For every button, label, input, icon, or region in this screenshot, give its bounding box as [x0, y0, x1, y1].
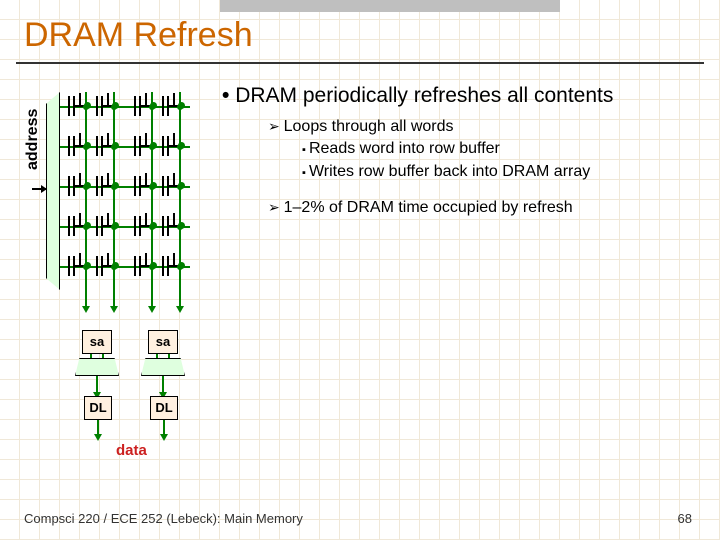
down-arrow-icon	[160, 434, 168, 441]
dram-cell	[96, 132, 120, 156]
down-arrow-icon	[110, 306, 118, 313]
address-arrow-icon	[32, 188, 46, 190]
data-latch: DL	[150, 396, 178, 420]
down-arrow-icon	[148, 306, 156, 313]
node-dot	[83, 144, 89, 150]
dram-cell	[162, 212, 186, 236]
sub-item-1-text: Loops through all words	[284, 118, 454, 135]
subsub-1b-text: Writes row buffer back into DRAM array	[309, 163, 590, 180]
node-dot	[177, 104, 183, 110]
node-dot	[111, 144, 117, 150]
slide-title: DRAM Refresh	[24, 16, 253, 55]
main-bullet-text: DRAM periodically refreshes all contents	[235, 84, 613, 107]
node-dot	[111, 184, 117, 190]
sub-item-2: 1–2% of DRAM time occupied by refresh	[268, 197, 590, 219]
down-arrow-icon	[82, 306, 90, 313]
dram-cell	[68, 172, 92, 196]
node-dot	[149, 104, 155, 110]
node-dot	[111, 104, 117, 110]
subsub-item-1b: Writes row buffer back into DRAM array	[302, 161, 590, 183]
dram-cell	[134, 132, 158, 156]
dram-cell	[134, 212, 158, 236]
sense-amp: sa	[82, 330, 112, 354]
address-label: address	[24, 109, 42, 170]
node-dot	[83, 224, 89, 230]
subsub-item-1a: Reads word into row buffer	[302, 138, 590, 160]
data-latch: DL	[84, 396, 112, 420]
node-dot	[111, 264, 117, 270]
dram-cell	[96, 172, 120, 196]
dram-cell	[134, 92, 158, 116]
node-dot	[83, 104, 89, 110]
column-mux	[141, 358, 185, 376]
spacer	[268, 183, 590, 197]
node-dot	[177, 184, 183, 190]
dram-cell	[96, 252, 120, 276]
main-bullet: DRAM periodically refreshes all contents	[222, 84, 613, 108]
dram-cell	[162, 92, 186, 116]
dram-cell	[162, 132, 186, 156]
sub-item-1: Loops through all words	[268, 116, 590, 138]
dram-diagram: address	[30, 98, 210, 468]
sub-bullet-list: Loops through all words Reads word into …	[268, 116, 590, 220]
node-dot	[177, 264, 183, 270]
data-label: data	[116, 442, 147, 459]
node-dot	[177, 224, 183, 230]
node-dot	[83, 184, 89, 190]
subsub-1a-text: Reads word into row buffer	[309, 140, 500, 157]
dram-cell	[68, 92, 92, 116]
dram-cell	[96, 212, 120, 236]
dram-cell	[68, 132, 92, 156]
row-decoder	[46, 92, 60, 290]
dram-cell	[68, 252, 92, 276]
sub-item-2-text: 1–2% of DRAM time occupied by refresh	[284, 199, 573, 216]
node-dot	[149, 184, 155, 190]
dram-cell	[134, 252, 158, 276]
node-dot	[149, 264, 155, 270]
header-bar	[220, 0, 560, 12]
dram-cell	[96, 92, 120, 116]
down-arrow-icon	[176, 306, 184, 313]
node-dot	[177, 144, 183, 150]
footer-course: Compsci 220 / ECE 252 (Lebeck): Main Mem…	[24, 511, 303, 526]
title-rule	[16, 62, 704, 64]
dram-cell	[68, 212, 92, 236]
node-dot	[83, 264, 89, 270]
node-dot	[149, 144, 155, 150]
dram-cell	[162, 172, 186, 196]
dram-cell	[134, 172, 158, 196]
footer-page-number: 68	[678, 511, 692, 526]
column-mux	[75, 358, 119, 376]
sense-amp: sa	[148, 330, 178, 354]
dram-cell	[162, 252, 186, 276]
down-arrow-icon	[94, 434, 102, 441]
node-dot	[149, 224, 155, 230]
node-dot	[111, 224, 117, 230]
